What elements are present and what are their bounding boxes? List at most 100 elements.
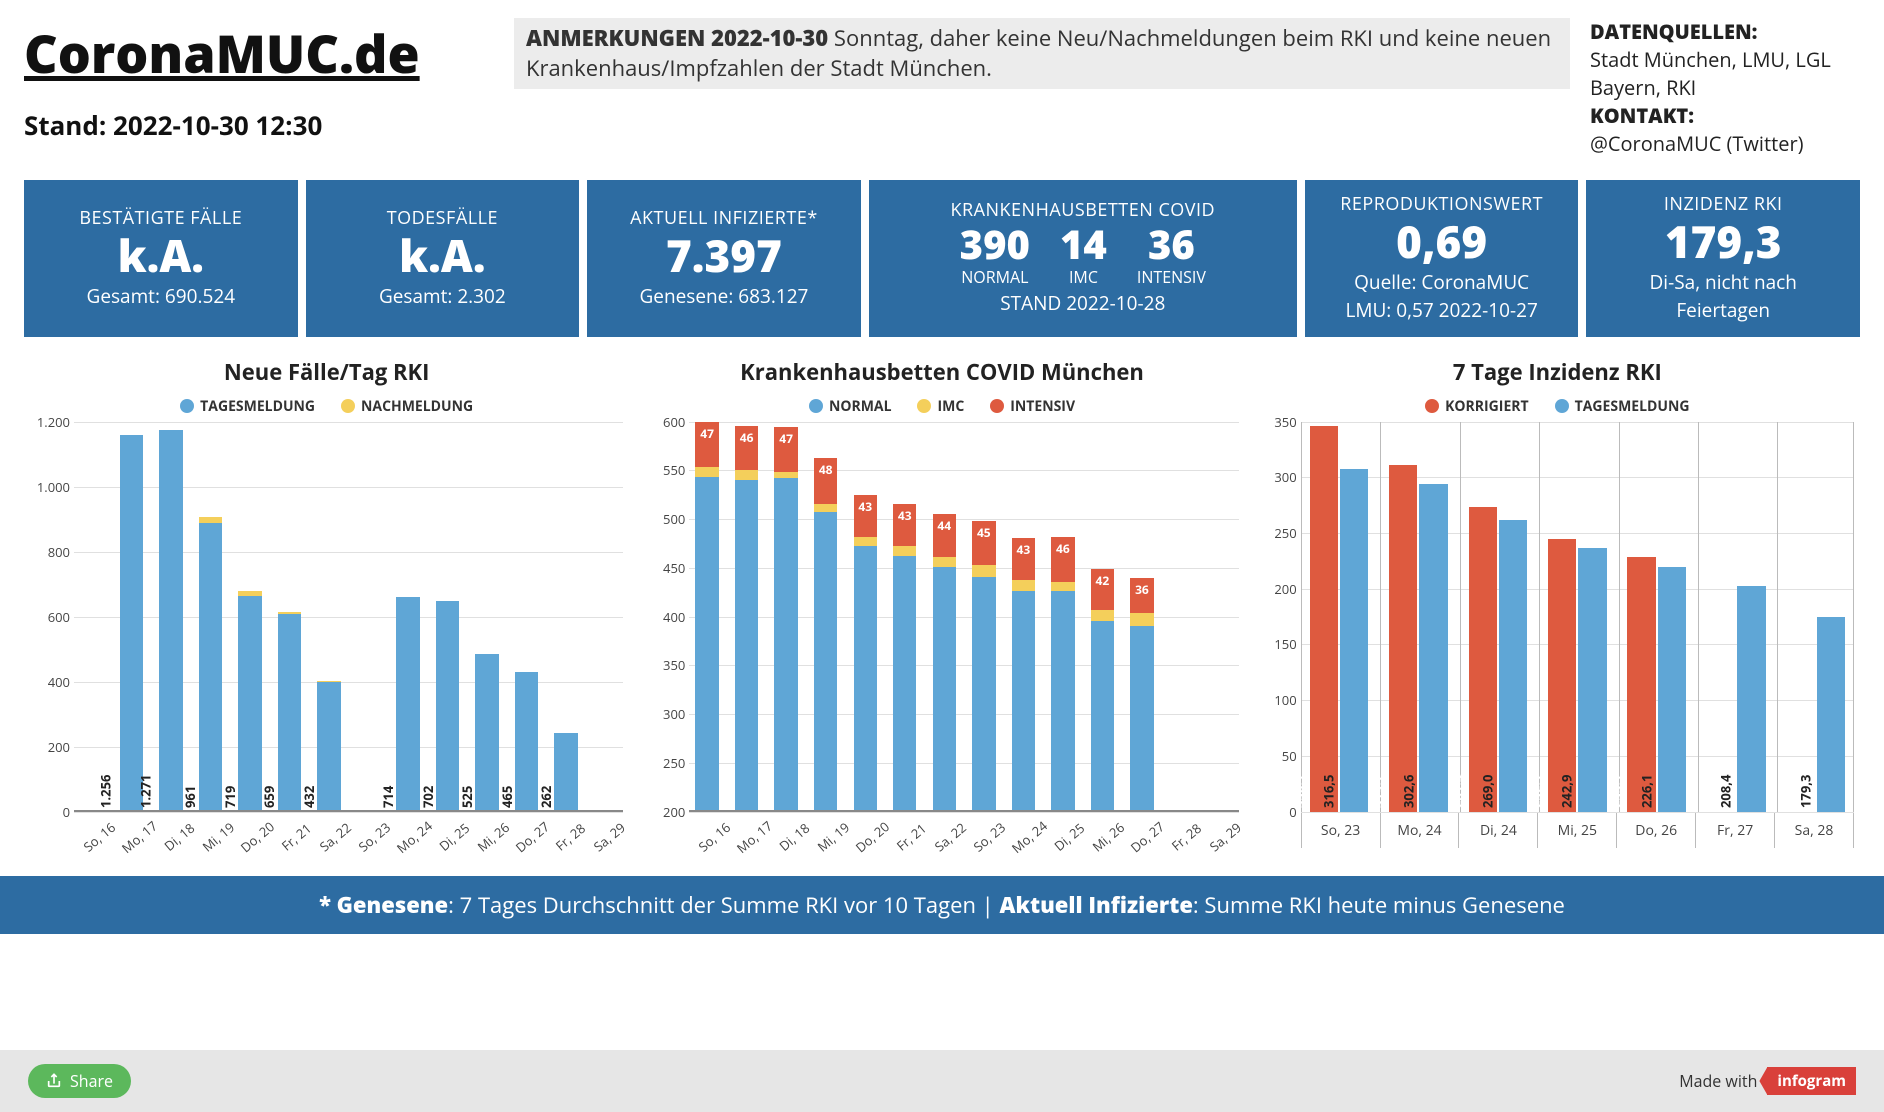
bar-top-label: 43 <box>1016 541 1030 558</box>
kpi-infected: AKTUELL INFIZIERTE* 7.397 Genesene: 683.… <box>587 180 861 337</box>
x-tick: Fr, 21 <box>891 817 932 856</box>
bar-value-label: 242,9 <box>1558 774 1576 807</box>
kpi-sub: Genesene: 683.127 <box>595 283 853 309</box>
bar-column: 39542 <box>1085 422 1121 812</box>
hospital-intensiv-value: 36 <box>1148 222 1195 266</box>
y-tick: 0 <box>26 803 70 821</box>
bar-column: 525 <box>469 422 505 812</box>
bar-column <box>351 422 387 812</box>
kpi-sub: Di-Sa, nicht nach <box>1594 269 1852 295</box>
made-with: Made with infogram <box>1679 1067 1856 1095</box>
bar-top-label: 46 <box>1056 540 1070 557</box>
kpi-sub: Gesamt: 690.524 <box>32 283 290 309</box>
bar-value-label: 525 <box>458 785 476 807</box>
chart-legend: KORRIGIERT TAGESMELDUNG <box>1255 397 1860 416</box>
x-tick: So, 23 <box>969 817 1010 856</box>
bar-column: 54247 <box>768 422 804 812</box>
y-tick: 300 <box>1253 468 1297 486</box>
bar-value-label: 269,0 <box>1478 774 1496 807</box>
x-tick: Sa, 22 <box>314 817 355 856</box>
bar-group: 179,3 <box>1777 422 1853 812</box>
y-tick: 600 <box>26 608 70 626</box>
bar-group: 235,1226,1 <box>1619 422 1694 812</box>
x-tick: Mo, 24 <box>392 816 435 856</box>
bar-column: 46243 <box>887 422 923 812</box>
bar-value-label: 465 <box>497 785 515 807</box>
made-label: Made with <box>1679 1070 1757 1092</box>
infogram-badge[interactable]: infogram <box>1767 1067 1856 1095</box>
y-tick: 1.000 <box>26 478 70 496</box>
bar-top-label: 42 <box>1096 572 1110 589</box>
y-tick: 250 <box>1253 524 1297 542</box>
y-tick: 150 <box>1253 635 1297 653</box>
chart-plot: 02004006008001.0001.200 1.2561.271961719… <box>74 422 623 812</box>
y-tick: 600 <box>641 413 685 431</box>
x-tick: Di, 24 <box>1458 813 1537 848</box>
x-tick: Sa, 28 <box>1774 813 1854 848</box>
x-tick: Mi, 25 <box>1537 813 1616 848</box>
hospital-imc-value: 14 <box>1060 222 1107 266</box>
bar-top-label: 44 <box>937 517 951 534</box>
x-tick: Di, 18 <box>159 817 200 856</box>
chart-plot: 050100150200250300350 356,1316,5319,7302… <box>1301 422 1854 812</box>
kpi-sub: LMU: 0,57 2022-10-27 <box>1313 297 1571 323</box>
footer-t2: : Summe RKI heute minus Genesene <box>1193 890 1565 920</box>
share-label: Share <box>70 1070 113 1092</box>
x-tick: Mi, 26 <box>1088 817 1129 856</box>
bar-value-label: 659 <box>260 785 278 807</box>
legend-item: INTENSIV <box>990 397 1075 416</box>
hospital-normal-value: 390 <box>960 222 1030 266</box>
hospital-imc-label: IMC <box>1069 266 1098 288</box>
footer-note: * Genesene: 7 Tages Durchschnitt der Sum… <box>0 876 1884 934</box>
legend-item: IMC <box>917 397 964 416</box>
share-icon <box>46 1073 62 1089</box>
legend-item: KORRIGIERT <box>1425 397 1529 416</box>
footer-b1: * Genesene <box>319 890 448 920</box>
header-row: CoronaMUC.de Stand: 2022-10-30 12:30 ANM… <box>24 18 1860 158</box>
bar-column: 714 <box>390 422 426 812</box>
contact-text: @CoronaMUC (Twitter) <box>1590 130 1804 157</box>
chart-xlabels: So, 16Mo, 17Di, 18Mi, 19Do, 20Fr, 21Sa, … <box>74 812 623 848</box>
x-tick: So, 23 <box>1301 813 1380 848</box>
bar-group: 356,1316,5 <box>1301 422 1376 812</box>
bar-top-label: 36 <box>1135 581 1149 598</box>
site-title: CoronaMUC.de <box>24 18 494 89</box>
x-tick: Fr, 27 <box>1695 813 1774 848</box>
y-tick: 400 <box>641 608 685 626</box>
bar-column: 45144 <box>927 422 963 812</box>
x-tick: Sa, 29 <box>1204 817 1245 856</box>
kpi-value: 7.397 <box>595 230 853 281</box>
bar-value-label: 252,1 <box>1527 774 1545 807</box>
y-tick: 50 <box>1253 747 1297 765</box>
bar-value-label: 961 <box>181 785 199 807</box>
kpi-sub: Feiertagen <box>1594 297 1852 323</box>
y-tick: 250 <box>641 754 685 772</box>
bar-value-label: 208,4 <box>1717 774 1735 807</box>
bar-column: 50748 <box>808 422 844 812</box>
share-button[interactable]: Share <box>28 1064 131 1098</box>
bar-column: 702 <box>430 422 466 812</box>
x-tick: Do, 20 <box>852 817 893 856</box>
title-block: CoronaMUC.de Stand: 2022-10-30 12:30 <box>24 18 494 158</box>
kpi-hospital-cols: 390NORMAL 14IMC 36INTENSIV <box>877 222 1289 288</box>
bar-column <box>1203 422 1239 812</box>
contact-label: KONTAKT: <box>1590 102 1694 129</box>
bar-column: 659 <box>272 422 308 812</box>
bar-top-label: 46 <box>740 429 754 446</box>
y-tick: 800 <box>26 543 70 561</box>
bar-value-label: 281,4 <box>1448 774 1466 807</box>
sources-label: DATENQUELLEN: <box>1590 18 1757 45</box>
bar-column: 262 <box>548 422 584 812</box>
bar-value-label: 714 <box>379 785 397 807</box>
chart-new-cases: Neue Fälle/Tag RKI TAGESMELDUNGNACHMELDU… <box>24 357 629 848</box>
bar-group: 281,4269,0 <box>1460 422 1535 812</box>
x-tick: Di, 18 <box>774 817 815 856</box>
bar-value-label: 1.271 <box>136 774 154 807</box>
legend-item: TAGESMELDUNG <box>1555 397 1690 416</box>
hospital-intensiv-label: INTENSIV <box>1137 266 1206 288</box>
legend-item: TAGESMELDUNG <box>180 397 315 416</box>
y-tick: 550 <box>641 461 685 479</box>
bar-value-label: 432 <box>300 785 318 807</box>
bar-column <box>588 422 624 812</box>
bar-column: 39036 <box>1124 422 1160 812</box>
